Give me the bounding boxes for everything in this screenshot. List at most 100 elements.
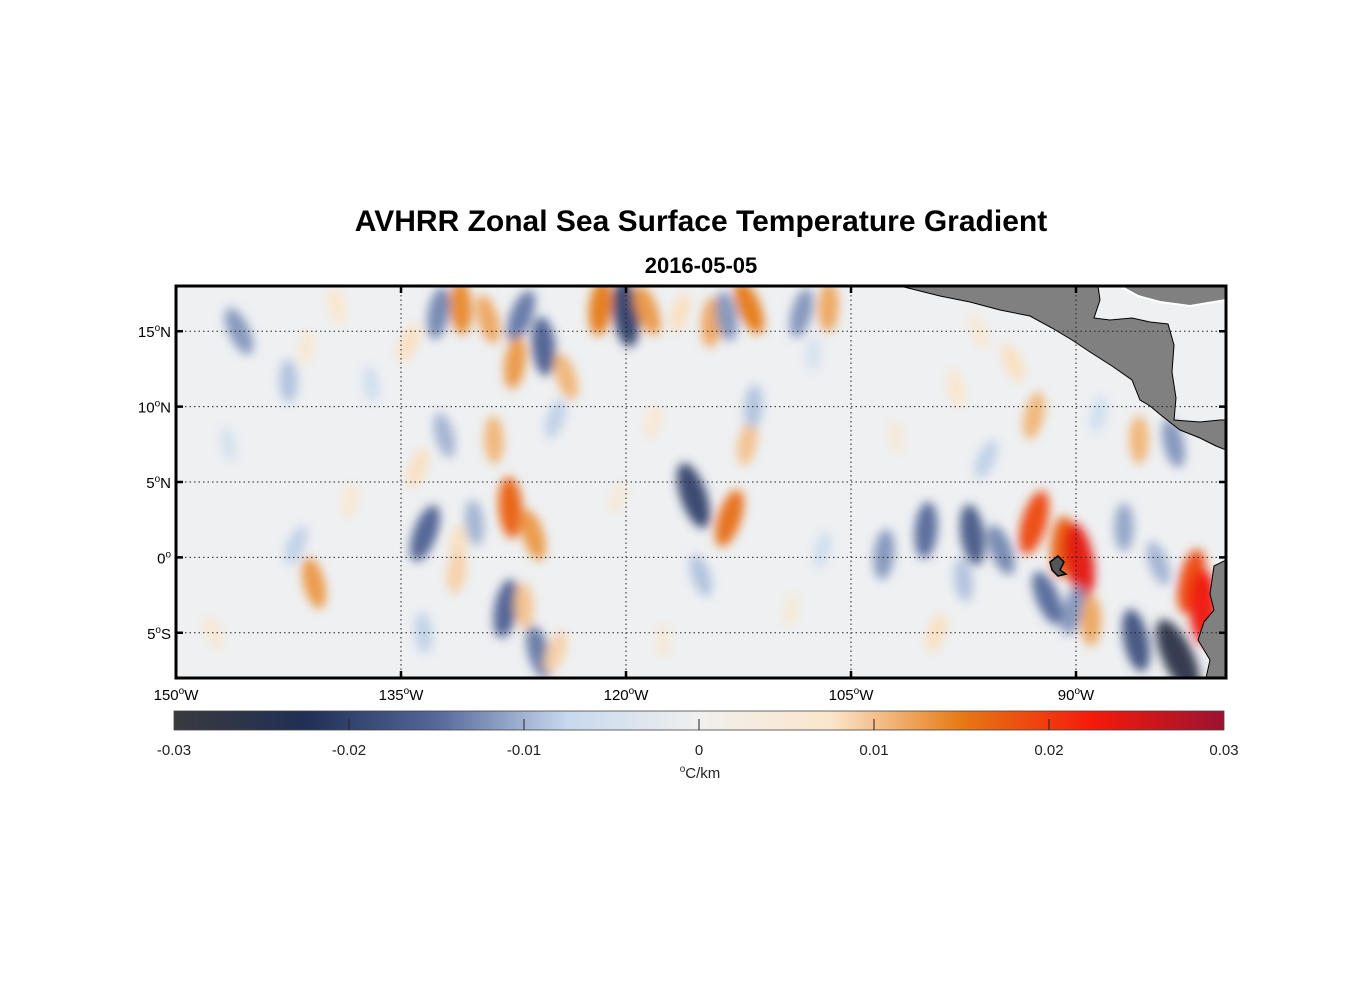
gradient-feature	[503, 336, 527, 389]
chart-subtitle: 2016-05-05	[644, 253, 758, 278]
gradient-feature	[1063, 522, 1095, 599]
longitude-labels: 150oW 135oW 120oW 105oW 90oW	[154, 686, 1095, 704]
gradient-feature	[1080, 595, 1102, 646]
colorbar-unit: oC/km	[680, 764, 721, 782]
gradient-feature	[514, 582, 534, 629]
gradient-feature	[689, 554, 713, 597]
gradient-feature	[544, 398, 567, 439]
gradient-feature	[297, 329, 316, 367]
gradient-feature	[1114, 503, 1134, 552]
gradient-feature	[406, 448, 429, 488]
gradient-feature	[1146, 541, 1171, 586]
gradient-feature	[327, 286, 346, 325]
central-america-land	[899, 286, 1226, 451]
yucatan-land	[1117, 286, 1226, 308]
gradient-feature	[446, 550, 467, 595]
gradient-feature	[362, 365, 380, 403]
gradient-feature	[506, 290, 536, 343]
south-america-land	[1197, 559, 1226, 678]
colorbar-tick-label: -0.02	[332, 742, 366, 759]
gradient-feature	[397, 323, 420, 363]
gradient-feature	[782, 592, 800, 628]
latitude-labels: 15oN 10oN 5oN 0o 5oS	[138, 323, 172, 643]
map-area: 150oW 135oW 120oW 105oW 90oW 15oN 10oN 5oN 0o 5o…	[138, 284, 1228, 704]
gradient-feature	[974, 440, 998, 479]
map-ticks	[174, 286, 1226, 678]
gradient-feature	[427, 287, 450, 340]
gradient-feature	[1032, 571, 1063, 625]
gradient-feature	[219, 427, 238, 462]
gradient-feature	[279, 359, 298, 403]
gradient-feature	[914, 501, 938, 559]
longitude-label: 90oW	[1058, 686, 1095, 704]
gradient-feature	[588, 286, 613, 336]
gradient-feature	[543, 631, 568, 674]
gradient-feature	[1018, 490, 1050, 555]
gradient-feature	[1001, 343, 1025, 383]
gradient-feature	[715, 489, 744, 547]
gradient-feature	[520, 509, 546, 561]
gradient-feature	[301, 557, 327, 609]
gradient-feature	[484, 415, 504, 464]
colorbar-tick-label: 0	[695, 742, 703, 759]
gradient-field-blur	[203, 286, 1218, 678]
colorbar: -0.03 -0.02 -0.01 0 0.01 0.02 0.03 oC/km	[157, 710, 1239, 782]
gradient-feature	[1122, 609, 1150, 672]
colorbar-ticks: -0.03 -0.02 -0.01 0 0.01 0.02 0.03	[157, 719, 1239, 759]
colorbar-tick-label: 0.01	[859, 742, 888, 759]
gradient-feature	[531, 316, 556, 376]
gradient-feature	[341, 481, 359, 519]
gradient-feature	[433, 412, 456, 458]
gradient-feature	[493, 579, 519, 638]
colorbar-tick-label: 0.03	[1209, 742, 1238, 759]
gradient-feature	[554, 353, 578, 400]
gradient-feature	[887, 419, 905, 455]
gradient-feature	[1061, 585, 1085, 635]
gradient-feature	[715, 291, 738, 342]
gradient-feature	[734, 286, 764, 334]
latitude-label: 15oN	[138, 323, 171, 341]
colorbar-tick-label: -0.01	[507, 742, 541, 759]
gradient-feature	[284, 525, 308, 565]
gradient-feature	[873, 529, 895, 580]
colorbar-tick-label: -0.03	[157, 742, 191, 759]
colorbar-unit-degree: o	[680, 764, 686, 775]
gradient-feature	[1089, 395, 1108, 433]
colorbar-tick-label: 0.02	[1034, 742, 1063, 759]
gradient-feature	[498, 476, 523, 539]
gradient-feature	[946, 369, 966, 408]
longitude-label: 120oW	[604, 686, 650, 704]
gradient-feature	[1023, 392, 1045, 440]
gradient-feature	[464, 499, 485, 546]
gradient-feature	[737, 420, 758, 466]
gradient-feature	[805, 336, 822, 372]
gradient-feature	[959, 504, 986, 566]
latitude-label: 0o	[157, 549, 171, 567]
chart-title: AVHRR Zonal Sea Surface Temperature Grad…	[354, 205, 1048, 238]
gradient-feature	[953, 558, 974, 602]
gradient-feature	[475, 294, 501, 344]
colorbar-unit-text: C/km	[685, 765, 720, 782]
gradient-feature	[987, 524, 1015, 575]
gradient-feature	[676, 463, 711, 529]
longitude-label: 150oW	[154, 686, 200, 704]
gradient-feature	[655, 622, 672, 658]
gradient-feature	[1129, 415, 1149, 464]
latitude-label: 5oN	[146, 474, 171, 492]
gradient-feature	[789, 288, 814, 338]
longitude-label: 135oW	[379, 686, 425, 704]
gradient-feature	[608, 480, 629, 514]
gradient-feature	[450, 286, 472, 335]
gradient-feature	[643, 403, 663, 440]
latitude-label: 5oS	[147, 625, 171, 643]
gradient-feature	[818, 286, 839, 333]
gradient-feature	[410, 505, 440, 562]
gradient-feature	[1156, 619, 1200, 678]
gradient-feature	[669, 293, 691, 334]
gradient-feature	[813, 531, 832, 568]
gradient-feature	[633, 286, 661, 336]
gradient-feature	[1162, 418, 1185, 468]
longitude-label: 105oW	[829, 686, 875, 704]
latitude-label: 10oN	[138, 399, 171, 417]
